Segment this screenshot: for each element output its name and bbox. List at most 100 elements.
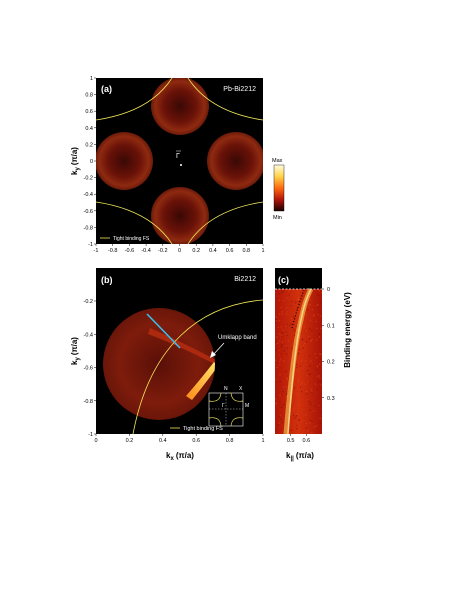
texture-speckle (302, 347, 304, 349)
texture-speckle (279, 360, 281, 362)
texture-speckle (299, 365, 301, 367)
texture-speckle (275, 341, 277, 343)
panel-b-x-tick-label: 1 (261, 438, 264, 444)
texture-speckle (301, 420, 303, 422)
arpes-patch-left (96, 132, 153, 190)
texture-speckle (306, 422, 308, 425)
texture-speckle (280, 353, 282, 355)
texture-speckle (276, 320, 278, 322)
texture-speckle (292, 316, 295, 318)
texture-speckle (319, 315, 322, 317)
panel-a-x-tick-label: 0.4 (209, 248, 217, 254)
texture-speckle (275, 349, 277, 351)
texture-speckle (298, 404, 300, 406)
panel-a-x-tick-label: 0.8 (242, 248, 250, 254)
texture-speckle (309, 409, 311, 411)
texture-speckle (285, 345, 287, 347)
texture-speckle (290, 304, 292, 307)
texture-speckle (303, 344, 305, 347)
panel-c-x-ticks: 0.5 0.6 (287, 434, 310, 444)
texture-speckle (316, 365, 319, 368)
texture-speckle (286, 378, 289, 380)
texture-speckle (275, 378, 277, 380)
texture-speckle (317, 381, 319, 383)
panel-a-y-tick-label: 0.6 (85, 109, 93, 115)
fermi-surface-arc-bottom-left (96, 201, 173, 244)
panel-b-x-tick-label: 0.2 (126, 438, 134, 444)
texture-speckle (311, 391, 313, 394)
texture-speckle (282, 290, 284, 292)
umklapp-arrow-shaft (212, 342, 225, 356)
texture-speckle (286, 334, 288, 336)
texture-speckle (286, 324, 288, 326)
texture-speckle (286, 393, 288, 395)
texture-speckle (310, 360, 312, 362)
panel-c-y-tick-label: 0 (327, 287, 330, 293)
panel-c-plot-area (275, 289, 322, 434)
panel-c-xlabel-sub: || (290, 456, 294, 462)
dispersion-band-core (287, 288, 312, 435)
texture-speckle (296, 424, 298, 427)
colorbar-max-label: Max (272, 158, 283, 164)
texture-speckle (303, 367, 305, 369)
panel-a-x-tick-label: 0 (178, 248, 181, 254)
texture-speckle (282, 421, 284, 423)
texture-speckle (320, 411, 322, 413)
texture-speckle (313, 405, 316, 407)
arpes-cut-line (146, 313, 181, 349)
panel-a-x-tick-label: 0.6 (226, 248, 234, 254)
texture-speckle (280, 326, 282, 328)
texture-speckle (313, 410, 315, 412)
panel-b-y-ticks: -0.2 -0.4 -0.6 -0.8 -1 (84, 299, 96, 438)
texture-speckle (296, 366, 298, 368)
panel-b-ylabel-unit: (π/a) (70, 337, 79, 355)
texture-speckle (276, 366, 278, 368)
panel-a-y-tick-label: -0.8 (84, 225, 93, 231)
panel-c-xlabel-unit: (π/a) (296, 451, 314, 460)
texture-speckle (297, 353, 300, 355)
texture-speckle (318, 333, 320, 335)
panel-b-x-label: kx (π/a) (166, 451, 194, 462)
panel-b-y-tick-label: -0.8 (84, 399, 93, 405)
panel-c-x-label: k|| (π/a) (286, 451, 314, 462)
texture-speckle (309, 355, 311, 357)
texture-speckle (305, 363, 307, 366)
arpes-patch-bottom (151, 187, 209, 244)
texture-speckle (309, 381, 311, 383)
panel-b-ylabel-main: k (70, 360, 79, 365)
texture-speckle (278, 422, 280, 424)
texture-speckle (285, 370, 287, 373)
texture-speckle (305, 360, 307, 362)
texture-speckle (320, 358, 322, 360)
texture-speckle (302, 339, 304, 341)
texture-speckle (297, 352, 300, 354)
texture-speckle (285, 333, 287, 335)
panel-a-legend-label: Tight binding FS (113, 236, 150, 242)
texture-speckle (319, 422, 321, 424)
texture-speckle (320, 384, 322, 386)
texture-speckle (286, 311, 288, 313)
texture-speckle (309, 299, 312, 301)
texture-speckle (310, 340, 312, 342)
texture-speckle (305, 414, 307, 416)
texture-speckle (319, 377, 321, 379)
texture-speckle (281, 291, 283, 294)
texture-speckle (286, 307, 288, 309)
panel-c-label: (c) (278, 275, 289, 285)
texture-speckle (294, 417, 296, 420)
panel-a-y-tick-label: 0.2 (85, 142, 93, 148)
gamma-label: Γ (176, 153, 180, 160)
texture-speckle (308, 374, 310, 376)
texture-speckle (275, 322, 277, 324)
texture-speckle (296, 428, 298, 430)
texture-speckle (307, 400, 309, 402)
texture-speckle (286, 353, 288, 355)
panel-a: (a) Pb-Bi2212 Γ Tight binding FS -1 -0.8-… (70, 76, 265, 254)
brillouin-zone-inset (208, 392, 244, 427)
panel-a-x-tick-label: -0.2 (158, 248, 167, 254)
texture-speckle (300, 359, 302, 361)
umklapp-arrow-head (210, 351, 216, 358)
texture-speckle (300, 390, 303, 393)
texture-speckle (293, 410, 295, 412)
texture-speckle (320, 380, 322, 383)
